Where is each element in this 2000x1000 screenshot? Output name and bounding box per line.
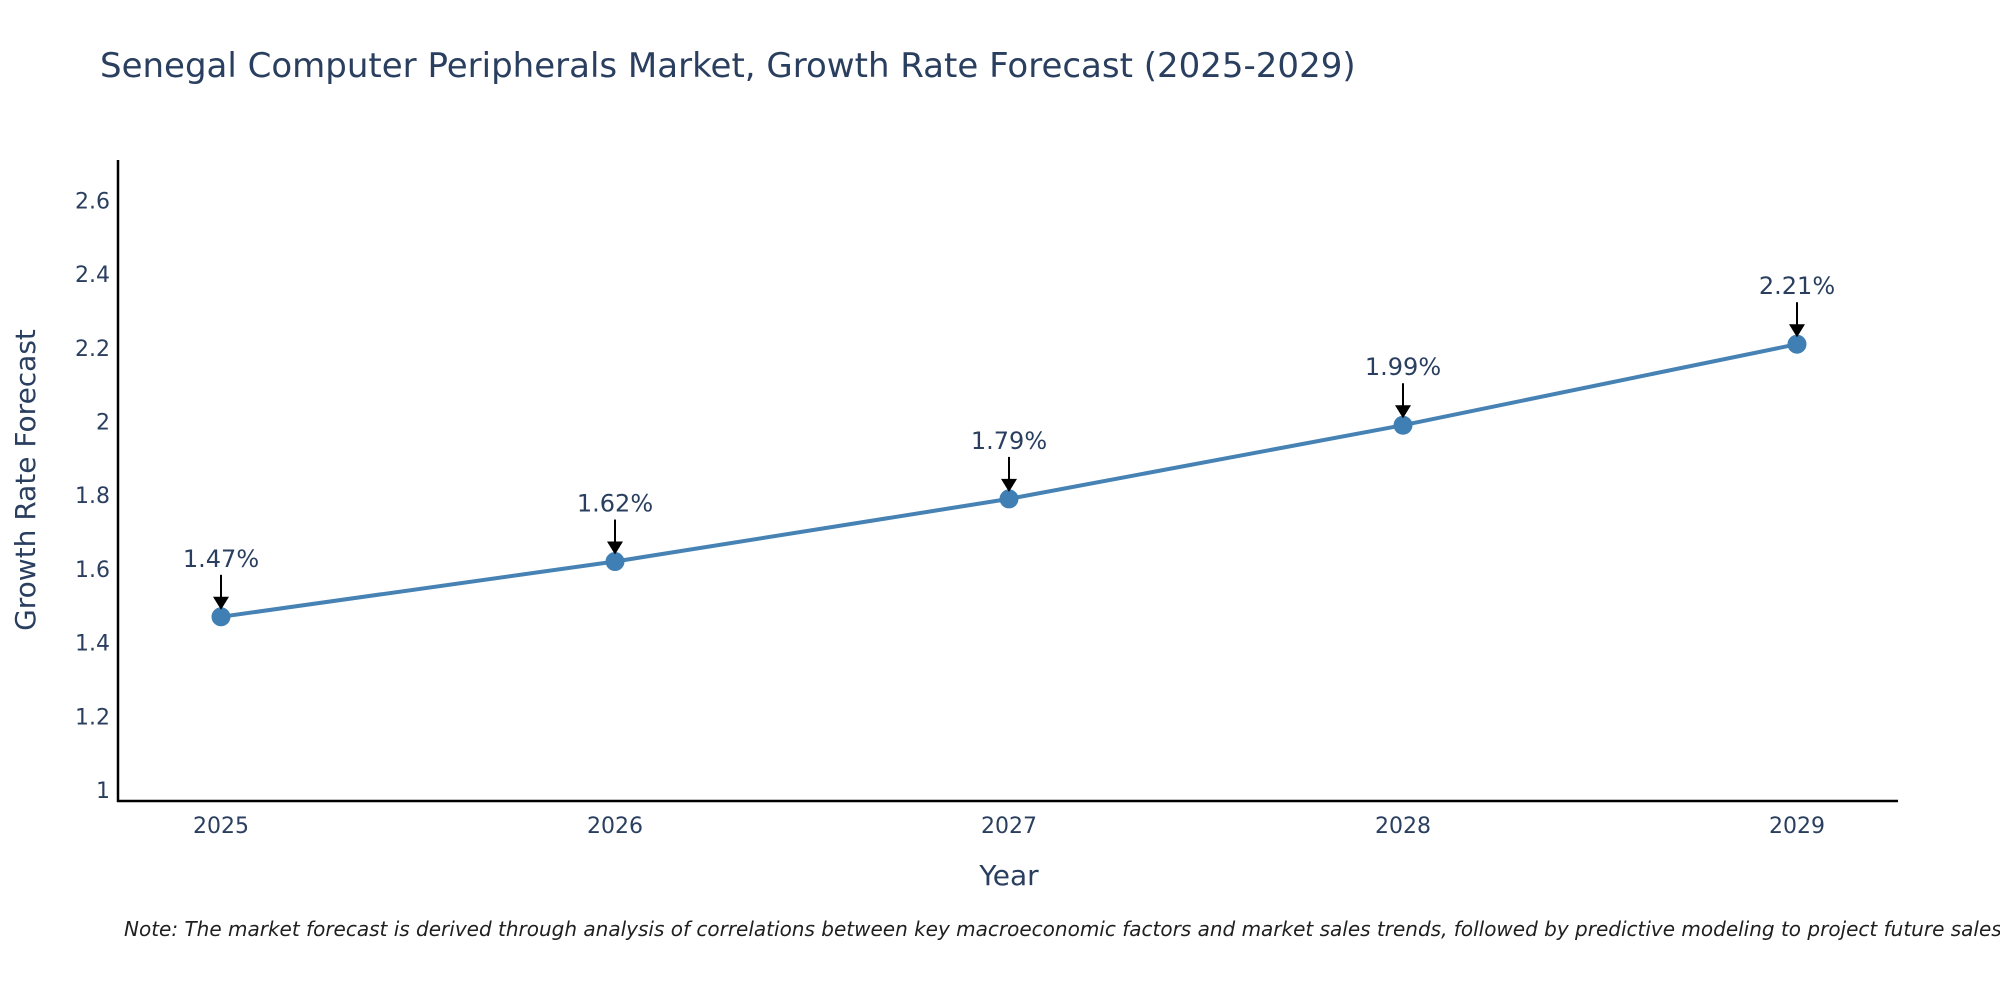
annotation-arrowhead <box>1395 405 1411 419</box>
y-tick-label: 2 <box>96 411 110 436</box>
chart-title: Senegal Computer Peripherals Market, Gro… <box>100 46 1356 86</box>
y-tick-label: 2.2 <box>75 337 110 362</box>
data-point <box>211 607 231 627</box>
x-tick-label: 2029 <box>1769 814 1825 839</box>
series-growth-rate <box>211 334 1807 627</box>
y-tick-label: 1.2 <box>75 705 110 730</box>
x-tick-label: 2025 <box>193 814 249 839</box>
data-label: 1.99% <box>1365 353 1441 381</box>
y-axis-label: Growth Rate Forecast <box>9 329 42 631</box>
y-tick-labels: 1 1.2 1.4 1.6 1.8 2 2.2 2.4 2.6 <box>75 190 110 804</box>
y-tick-label: 1 <box>96 779 110 804</box>
y-tick-label: 2.6 <box>75 190 110 215</box>
annotation-arrowhead <box>213 596 229 610</box>
y-tick-label: 1.6 <box>75 558 110 583</box>
data-label: 1.47% <box>183 545 259 573</box>
x-tick-labels: 2025 2026 2027 2028 2029 <box>193 814 1825 839</box>
data-labels: 1.47% 1.62% 1.79% 1.99% 2.21% <box>183 272 1835 610</box>
data-point <box>605 552 625 572</box>
data-point <box>1393 415 1413 435</box>
y-tick-label: 1.4 <box>75 632 110 657</box>
y-tick-label: 2.4 <box>75 263 110 288</box>
data-point <box>1787 334 1807 354</box>
data-label: 1.62% <box>577 490 653 518</box>
annotation-arrowhead <box>1789 324 1805 338</box>
x-tick-label: 2027 <box>981 814 1037 839</box>
x-axis-label: Year <box>978 859 1039 892</box>
data-label: 1.79% <box>971 427 1047 455</box>
data-label: 2.21% <box>1759 272 1835 300</box>
x-tick-label: 2026 <box>587 814 643 839</box>
annotation-arrowhead <box>607 541 623 555</box>
axes <box>116 160 1898 803</box>
footnote: Note: The market forecast is derived thr… <box>124 917 2000 941</box>
annotation-arrowhead <box>1001 478 1017 492</box>
y-tick-label: 1.8 <box>75 484 110 509</box>
data-point <box>999 489 1019 509</box>
x-tick-label: 2028 <box>1375 814 1431 839</box>
